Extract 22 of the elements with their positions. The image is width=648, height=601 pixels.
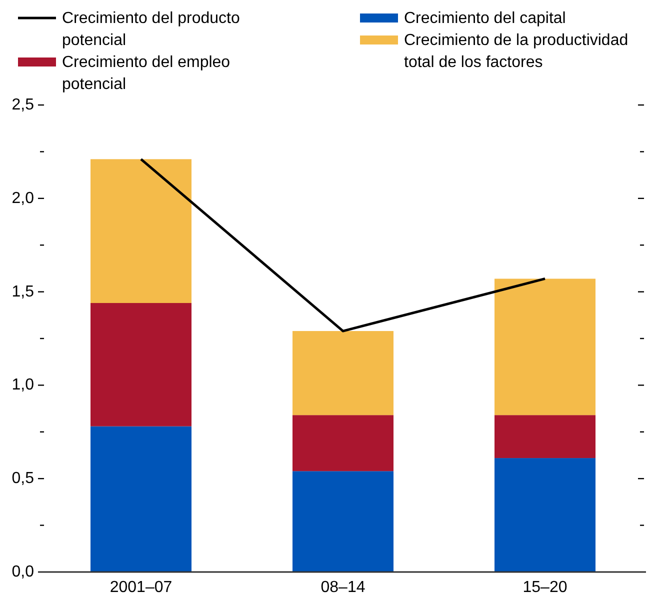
y-tick-label: 0,0	[12, 564, 34, 580]
bar	[292, 331, 394, 416]
y-tick-label: 2,0	[12, 190, 34, 207]
x-tick-label: 2001–07	[110, 579, 172, 596]
bar	[90, 426, 192, 572]
legend-label: Crecimiento del empleo potencial	[62, 54, 230, 92]
bar	[494, 278, 596, 416]
legend-label: Crecimiento del capital	[404, 10, 566, 26]
y-tick-label: 1,0	[12, 376, 34, 394]
legend-label: Crecimiento del producto potencial	[62, 10, 240, 48]
y-tick-label: 0,5	[12, 470, 34, 488]
legend-label: Crecimiento de la productividad total de los factores	[404, 32, 628, 70]
bar	[292, 471, 394, 572]
x-tick-label: 08–14	[320, 579, 366, 596]
bar	[494, 458, 596, 572]
bar	[494, 415, 596, 458]
bar	[90, 303, 192, 426]
y-tick-label: 2,5	[12, 96, 34, 114]
bar	[292, 415, 394, 472]
x-tick-label: 15–20	[522, 579, 568, 596]
bar	[90, 159, 192, 304]
y-tick-label: 1,5	[12, 283, 34, 300]
